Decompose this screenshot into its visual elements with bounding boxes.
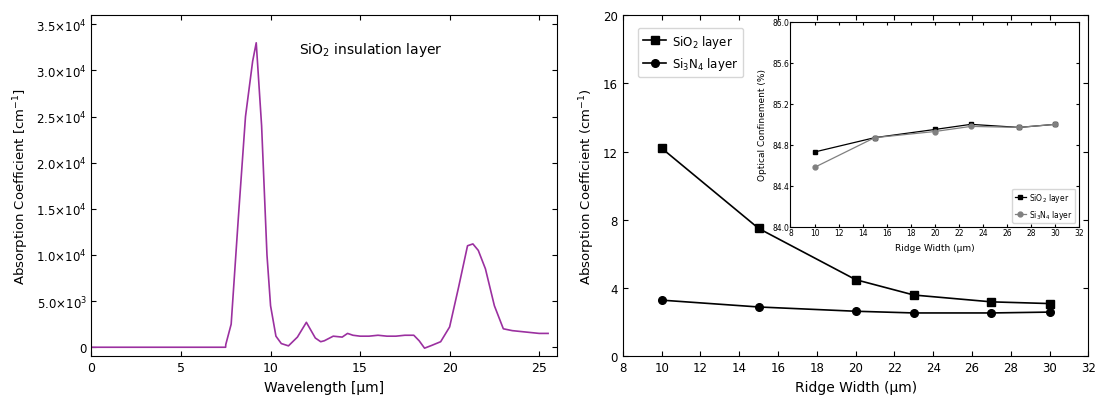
SiO$_2$ layer [849,277,862,282]
Si$_3$N$_4$ layer [752,305,765,310]
Y-axis label: Absorption Coefficient [cm$^{-1}$]: Absorption Coefficient [cm$^{-1}$] [11,88,31,285]
Line: SiO$_2$ layer: SiO$_2$ layer [658,145,1054,308]
X-axis label: Wavelength [μm]: Wavelength [μm] [265,380,384,394]
Si$_3$N$_4$ layer [985,311,999,315]
Si$_3$N$_4$ layer [1043,310,1056,315]
SiO$_2$ layer [908,293,921,298]
Si$_3$N$_4$ layer [849,309,862,314]
Si$_3$N$_4$ layer [655,298,669,303]
SiO$_2$ layer [655,147,669,151]
Legend: SiO$_2$ layer, Si$_3$N$_4$ layer: SiO$_2$ layer, Si$_3$N$_4$ layer [638,29,743,78]
X-axis label: Ridge Width (μm): Ridge Width (μm) [795,380,917,394]
Si$_3$N$_4$ layer [908,311,921,315]
Line: Si$_3$N$_4$ layer: Si$_3$N$_4$ layer [658,296,1054,317]
SiO$_2$ layer [752,226,765,231]
Y-axis label: Absorption Coefficient (cm$^{-1}$): Absorption Coefficient (cm$^{-1}$) [578,88,598,285]
SiO$_2$ layer [985,300,999,305]
SiO$_2$ layer [1043,301,1056,306]
Text: SiO$_2$ insulation layer: SiO$_2$ insulation layer [299,41,443,59]
